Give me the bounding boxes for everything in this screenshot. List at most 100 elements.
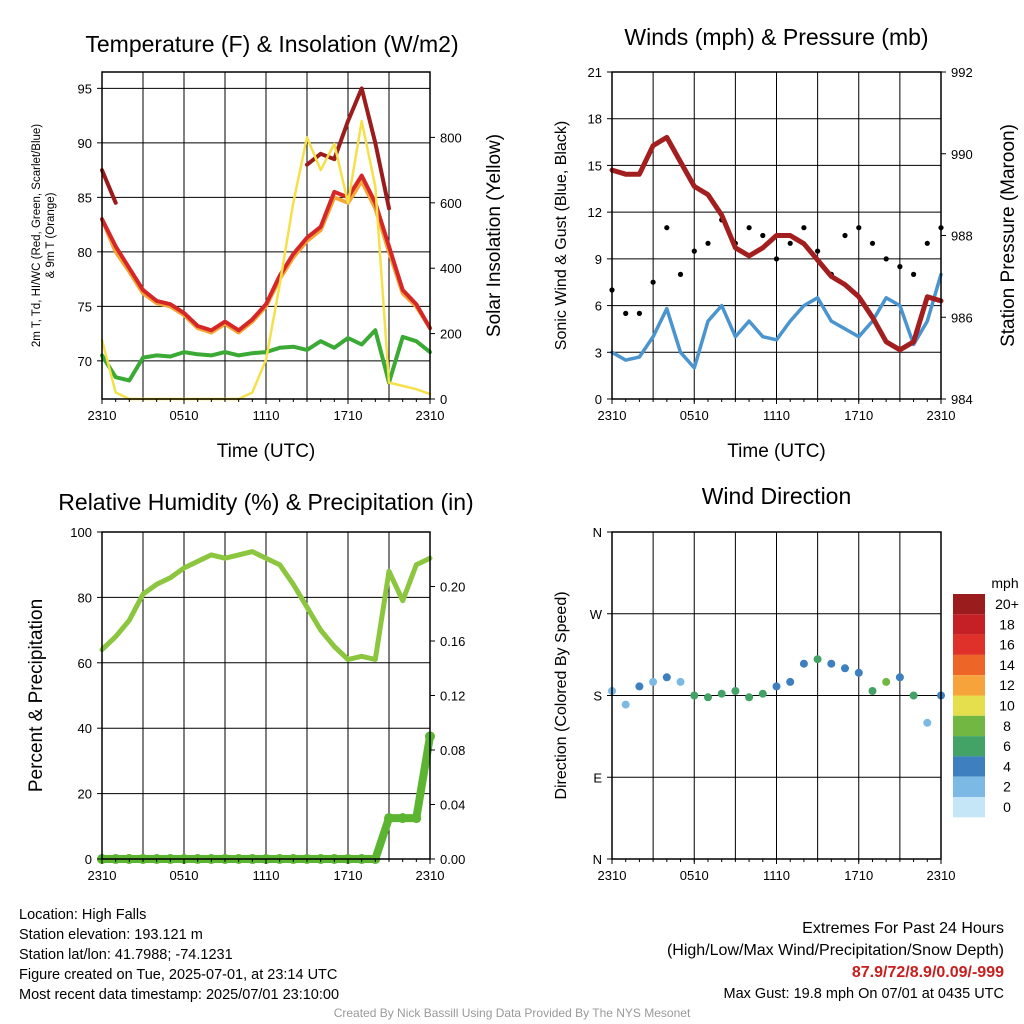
direction-point [841, 664, 849, 673]
x-tick-label: 1110 [763, 868, 790, 883]
gust-point [760, 232, 766, 239]
y-tick-label: 95 [78, 81, 92, 96]
y-tick-label: 80 [78, 245, 92, 260]
speed-colorbar: mph 20+ 18 16 14 12 10 8 6 4 2 0 [953, 575, 1019, 818]
series-line-2 [100, 86, 391, 211]
gust-point [883, 256, 889, 262]
gust-point [787, 240, 793, 246]
series-line-3 [100, 328, 432, 385]
station-info: Location: High Falls Station elevation: … [19, 905, 339, 1005]
colorbar-label: 6 [1003, 738, 1011, 754]
gust-point [842, 232, 848, 239]
colorbar-label: 14 [999, 657, 1015, 673]
x-tick-label: 2310 [88, 868, 117, 883]
x-axis-label: Time (UTC) [727, 441, 826, 462]
direction-point [882, 677, 891, 686]
temperature-panel: 2310 0510 1110 1710 2310 70 75 80 85 90 95 0 200 400 6… [31, 31, 505, 462]
direction-point [745, 693, 754, 702]
colorbar-label: 12 [999, 677, 1015, 693]
y-axis-label: Sonic Wind & Gust (Blue, Black) [553, 121, 570, 350]
chart-title: Wind Direction [702, 483, 852, 509]
y-tick-label: 75 [78, 299, 92, 314]
rh-line [99, 549, 433, 662]
y2-axis-label: Station Pressure (Maroon) [998, 124, 1019, 347]
direction-point [704, 693, 712, 702]
y2-tick-label: 0.08 [440, 743, 465, 758]
gust-point [869, 240, 876, 246]
colorbar-swatch [953, 715, 985, 737]
x-tick-label: 2310 [927, 408, 956, 423]
y2-tick-label: 600 [440, 196, 462, 211]
y-axis-label: 2m T, Td, HI/WC (Red, Green, Scarlet/Blu… [31, 124, 43, 347]
gust-point [664, 225, 670, 231]
y2-tick-label: 0.20 [440, 580, 465, 595]
colorbar-swatch [953, 675, 985, 696]
x-axis-label: Time (UTC) [217, 441, 316, 462]
x-tick-label: 0510 [170, 408, 199, 423]
gust-point [801, 225, 807, 231]
gust-point [623, 310, 629, 316]
x-tick-label: 1710 [844, 408, 873, 423]
y-tick-label: 90 [78, 136, 92, 151]
gust-point [856, 225, 862, 231]
extremes-subtitle: (High/Low/Max Wind/Precipitation/Snow De… [666, 942, 1004, 959]
direction-point [772, 682, 781, 691]
colorbar-swatch [953, 797, 985, 818]
recent-data-text: Most recent data timestamp: 2025/07/01 2… [19, 987, 340, 1003]
colorbar-swatch [953, 614, 985, 635]
y-axis-label-line2: & 9m T (Orange) [45, 192, 57, 278]
y2-axis-label: Solar Insolation (Yellow) [484, 134, 505, 337]
colorbar-swatch [953, 756, 985, 777]
y2-tick-label: 0.12 [440, 689, 465, 704]
gust-point [705, 240, 711, 246]
x-tick-label: 1110 [253, 408, 280, 423]
colorbar-label: 0 [1003, 799, 1011, 815]
direction-point [854, 668, 863, 677]
x-tick-label: 2310 [416, 408, 445, 423]
y-tick-label: W [590, 607, 603, 622]
y-tick-label: 0 [85, 852, 92, 867]
y2-tick-label: 0.04 [440, 798, 465, 813]
gust-point [897, 264, 903, 270]
x-tick-label: 1710 [334, 868, 363, 883]
credit-text: Created By Nick Bassill Using Data Provi… [333, 1006, 691, 1020]
y-tick-label: 40 [78, 721, 92, 736]
direction-point [676, 677, 685, 686]
extremes-title: Extremes For Past 24 Hours [802, 920, 1004, 937]
gust-point [636, 310, 643, 316]
gust-point [911, 271, 917, 277]
y-tick-label: 3 [595, 345, 602, 360]
colorbar-label: 20+ [995, 596, 1019, 612]
x-tick-label: 2310 [598, 408, 627, 423]
x-tick-label: 1110 [763, 408, 790, 423]
direction-point [690, 691, 699, 700]
direction-point [827, 659, 836, 668]
y-tick-label: N [593, 525, 602, 540]
y-tick-label: 9 [595, 252, 602, 267]
direction-point [799, 659, 808, 668]
direction-point [649, 677, 658, 686]
latlon-text: Station lat/lon: 41.7988; -74.1231 [19, 947, 233, 963]
chart-title: Winds (mph) & Pressure (mb) [624, 24, 928, 50]
gust-point [773, 256, 780, 262]
chart-title: Relative Humidity (%) & Precipitation (i… [58, 489, 473, 515]
y-tick-label: 80 [78, 590, 92, 605]
direction-point [758, 689, 767, 698]
y2-tick-label: 0.16 [440, 634, 465, 649]
extremes-values: 87.9/72/8.9/0.09/-999 [851, 964, 1004, 981]
x-tick-label: 0510 [170, 868, 199, 883]
created-text: Figure created on Tue, 2025-07-01, at 23… [19, 967, 338, 983]
y-tick-label: 12 [588, 205, 602, 220]
direction-point [909, 691, 918, 700]
x-tick-label: 2310 [88, 408, 117, 423]
colorbar-swatch [953, 695, 985, 716]
y2-tick-label: 800 [440, 130, 462, 145]
gust-point [691, 248, 697, 254]
colorbar-label: 2 [1003, 779, 1011, 795]
y-tick-label: 21 [588, 65, 602, 80]
chart-title: Temperature (F) & Insolation (W/m2) [85, 31, 458, 57]
y-axis-label: Direction (Colored By Speed) [553, 591, 570, 799]
colorbar-label: 10 [999, 698, 1015, 714]
